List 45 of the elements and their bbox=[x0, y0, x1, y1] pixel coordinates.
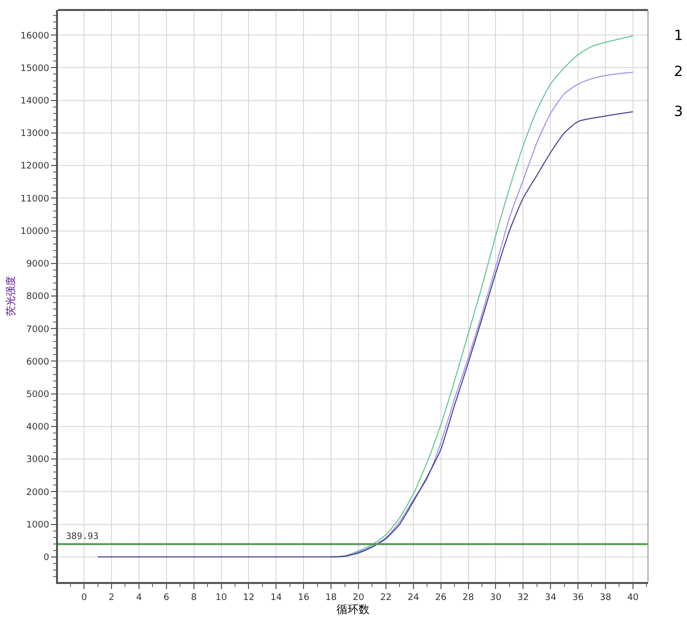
y-tick-label: 14000 bbox=[20, 96, 50, 106]
x-tick-label: 16 bbox=[298, 592, 310, 603]
x-tick-label: 40 bbox=[627, 592, 639, 603]
x-tick-label: 28 bbox=[462, 592, 474, 603]
text: 1 bbox=[674, 28, 683, 44]
x-tick-label: 34 bbox=[544, 592, 557, 603]
y-tick-label: 7000 bbox=[26, 324, 50, 335]
line-series bbox=[97, 111, 634, 558]
x-axis-title: 循环数 bbox=[336, 602, 370, 616]
y-tick-label: 4000 bbox=[26, 422, 50, 433]
y-tick-label: 0 bbox=[43, 553, 50, 564]
y-tick-label: 10000 bbox=[20, 226, 50, 237]
x-tick-label: 18 bbox=[325, 592, 338, 603]
y-tick-label: 9000 bbox=[26, 260, 50, 270]
y-tick-label: 6000 bbox=[26, 357, 50, 368]
ref-line-label: 389.93 bbox=[66, 532, 99, 542]
x-tick-label: 4 bbox=[136, 592, 142, 603]
y-tick-label: 8000 bbox=[26, 292, 50, 302]
x-tick-label: 0 bbox=[81, 592, 88, 603]
x-tick-label: 10 bbox=[216, 592, 228, 603]
y-tick-label: 15000 bbox=[20, 64, 50, 74]
y-tick-label: 12000 bbox=[20, 162, 50, 172]
x-tick-label: 6 bbox=[164, 592, 170, 603]
x-tick-label: 14 bbox=[270, 592, 282, 603]
text: 3 bbox=[674, 104, 683, 120]
y-tick-label: 2000 bbox=[26, 488, 50, 498]
y-tick-label: 11000 bbox=[20, 194, 50, 204]
x-tick-label: 24 bbox=[408, 592, 420, 603]
x-tick-label: 2 bbox=[108, 592, 114, 603]
x-tick-label: 8 bbox=[190, 592, 197, 603]
x-tick-label: 38 bbox=[600, 592, 612, 603]
x-tick-label: 26 bbox=[435, 592, 447, 603]
x-tick-label: 22 bbox=[380, 592, 392, 603]
y-axis-title: 荧光强度 bbox=[5, 276, 18, 316]
y-tick-label: 16000 bbox=[20, 31, 50, 42]
y-tick-label: 3000 bbox=[26, 455, 50, 466]
y-tick-label: 1000 bbox=[26, 520, 50, 530]
x-tick-label: 30 bbox=[490, 592, 502, 603]
x-tick-label: 36 bbox=[572, 592, 584, 603]
x-tick-label: 12 bbox=[242, 592, 254, 603]
x-tick-label: 20 bbox=[352, 592, 364, 603]
y-tick-label: 5000 bbox=[26, 390, 50, 400]
text: 2 bbox=[674, 64, 683, 80]
y-tick-label: 13000 bbox=[20, 129, 50, 140]
x-tick-label: 32 bbox=[517, 592, 529, 603]
